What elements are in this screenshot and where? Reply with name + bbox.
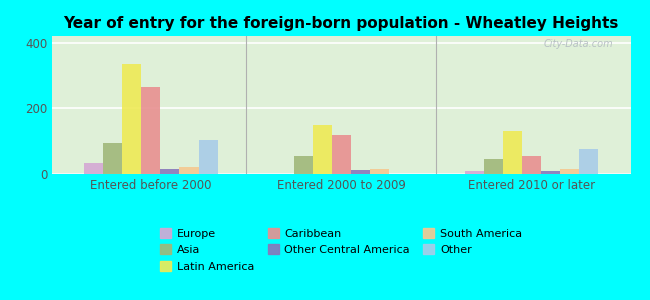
Bar xyxy=(122,64,142,174)
Bar xyxy=(198,140,218,174)
Bar xyxy=(294,156,313,174)
Bar xyxy=(560,169,579,174)
Bar xyxy=(103,143,122,174)
Bar xyxy=(522,156,541,174)
Bar xyxy=(332,135,351,174)
Bar xyxy=(503,131,522,174)
Bar xyxy=(541,171,560,174)
Legend: Europe, Asia, Latin America, Caribbean, Other Central America, South America, Ot: Europe, Asia, Latin America, Caribbean, … xyxy=(156,224,526,276)
Bar xyxy=(465,171,484,174)
Bar xyxy=(579,149,598,174)
Bar xyxy=(313,125,332,174)
Bar xyxy=(370,169,389,174)
Bar xyxy=(484,159,503,174)
Bar xyxy=(142,87,161,174)
Bar xyxy=(161,169,179,174)
Title: Year of entry for the foreign-born population - Wheatley Heights: Year of entry for the foreign-born popul… xyxy=(64,16,619,31)
Bar xyxy=(351,170,370,174)
Bar xyxy=(179,167,198,174)
Bar xyxy=(84,163,103,174)
Text: City-Data.com: City-Data.com xyxy=(543,39,613,49)
